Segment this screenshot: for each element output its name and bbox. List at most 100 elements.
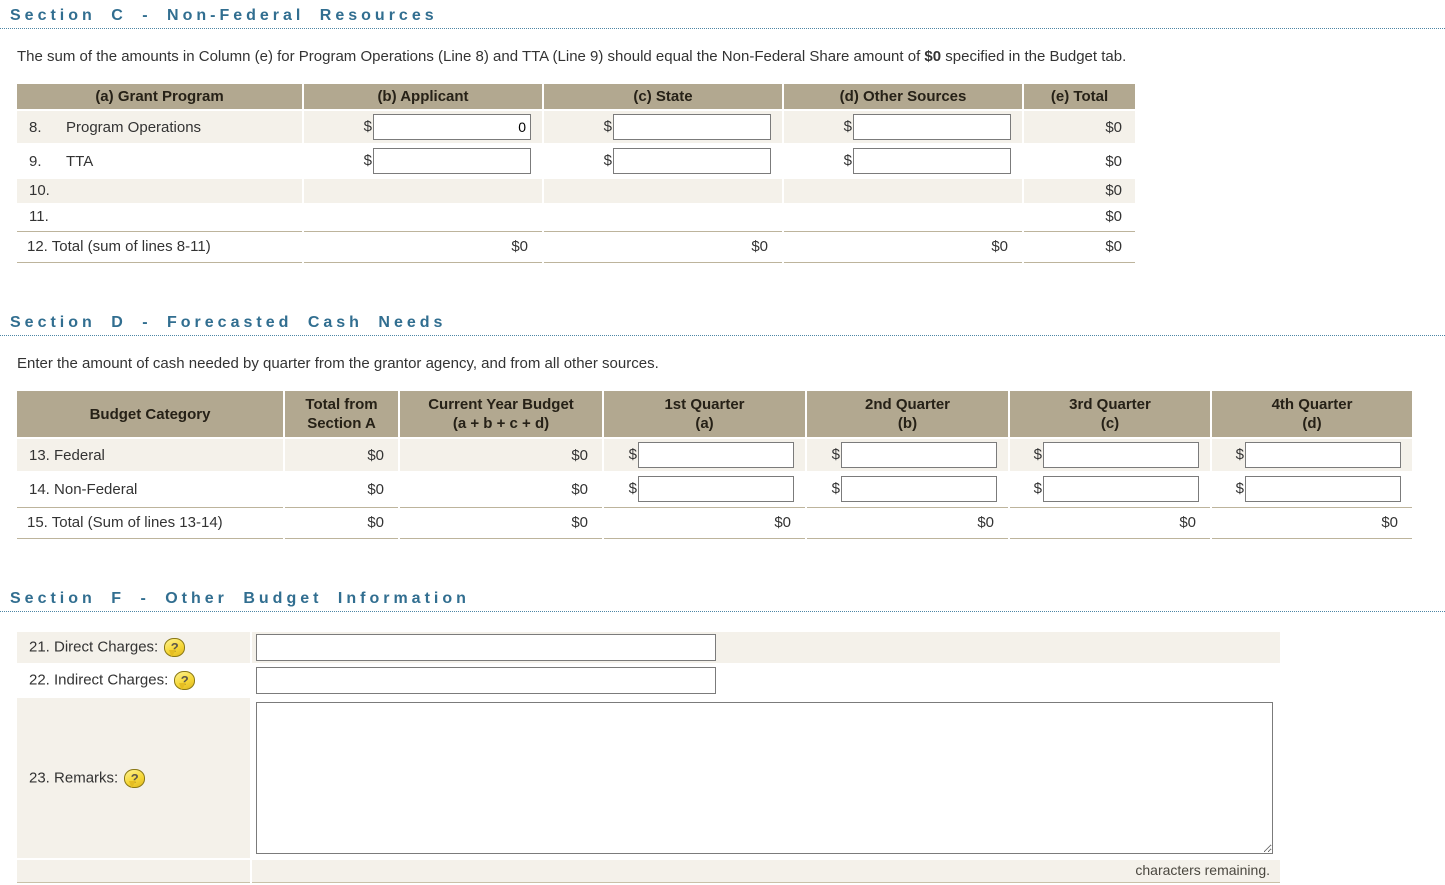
line8-label-cell: 8. Program Operations: [17, 111, 302, 143]
dollar-sign: $: [1235, 445, 1244, 463]
col-header-state: (c) State: [544, 84, 782, 109]
dollar-sign: $: [1033, 445, 1042, 463]
line14-q1-input[interactable]: [638, 476, 794, 502]
section-c: Section C - Non-Federal Resources The su…: [0, 0, 1445, 265]
table-row-line15-total: 15. Total (Sum of lines 13-14) $0 $0 $0 …: [17, 507, 1412, 539]
line13-q2-input[interactable]: [841, 442, 997, 468]
row-number: 10.: [29, 182, 50, 199]
line9-state-input[interactable]: [613, 148, 771, 174]
line8-applicant-cell: $: [304, 111, 542, 143]
table-row-line21: 21. Direct Charges:?: [17, 632, 1280, 663]
section-c-title: Section C - Non-Federal Resources: [0, 0, 1445, 29]
line13-q3-cell: $: [1010, 439, 1210, 471]
col-header-budget-category: Budget Category: [17, 391, 283, 437]
line11-applicant-cell: [304, 205, 542, 229]
line8-other-input[interactable]: [853, 114, 1011, 140]
line13-q4-input[interactable]: [1245, 442, 1401, 468]
dollar-sign: $: [843, 117, 852, 135]
line14-q2-cell: $: [807, 473, 1008, 505]
line8-other-cell: $: [784, 111, 1022, 143]
line15-current-year: $0: [400, 507, 602, 539]
section-d-title: Section D - Forecasted Cash Needs: [0, 307, 1445, 336]
line9-other-cell: $: [784, 145, 1022, 177]
characters-remaining-row: characters remaining.: [17, 860, 1280, 883]
section-d-table: Budget Category Total from Section A Curr…: [15, 389, 1414, 541]
indirect-charges-input[interactable]: [256, 667, 716, 694]
line9-label-cell: 9. TTA: [17, 145, 302, 177]
table-row-line14: 14. Non-Federal $0 $0 $ $ $ $: [17, 473, 1412, 505]
line21-content-cell: [252, 632, 1280, 663]
line13-current-year: $0: [400, 439, 602, 471]
section-d: Section D - Forecasted Cash Needs Enter …: [0, 307, 1445, 541]
line10-applicant-cell: [304, 179, 542, 203]
line13-label: 13. Federal: [17, 439, 283, 471]
line9-total-value: $0: [1024, 145, 1135, 177]
table-row-line22: 22. Indirect Charges:?: [17, 665, 1280, 696]
line22-label-cell: 22. Indirect Charges:?: [17, 665, 250, 696]
col-header-current-year-budget: Current Year Budget (a + b + c + d): [400, 391, 602, 437]
col-header-q4: 4th Quarter (d): [1212, 391, 1412, 437]
line15-q2-total: $0: [807, 507, 1008, 539]
dollar-sign: $: [843, 151, 852, 169]
line14-q3-input[interactable]: [1043, 476, 1199, 502]
line11-state-cell: [544, 205, 782, 229]
line15-q1-total: $0: [604, 507, 805, 539]
row-number: 8.: [29, 118, 42, 136]
section-c-intro-prefix: The sum of the amounts in Column (e) for…: [17, 48, 925, 65]
col-header-q3: 3rd Quarter (c): [1010, 391, 1210, 437]
section-f: Section F - Other Budget Information 21.…: [0, 583, 1445, 885]
remarks-textarea[interactable]: [256, 702, 1273, 854]
col-header-total-from-section-a: Total from Section A: [285, 391, 398, 437]
line14-q4-cell: $: [1212, 473, 1412, 505]
line10-total-value: $0: [1024, 179, 1135, 203]
help-icon[interactable]: ?: [164, 638, 186, 657]
help-icon[interactable]: ?: [174, 671, 196, 690]
dollar-sign: $: [1033, 479, 1042, 497]
dollar-sign: $: [831, 445, 840, 463]
help-icon[interactable]: ?: [124, 768, 146, 788]
line23-content-cell: [252, 698, 1280, 858]
dollar-sign: $: [603, 117, 612, 135]
dollar-sign: $: [628, 445, 637, 463]
line9-applicant-input[interactable]: [373, 148, 531, 174]
col-header-q2: 2nd Quarter (b): [807, 391, 1008, 437]
line12-applicant-total: $0: [304, 231, 542, 263]
table-row-line10: 10. $0: [17, 179, 1135, 203]
line14-q3-cell: $: [1010, 473, 1210, 505]
section-c-table: (a) Grant Program (b) Applicant (c) Stat…: [15, 82, 1137, 265]
section-c-intro-suffix: specified in the Budget tab.: [941, 48, 1127, 65]
row-number: 9.: [29, 152, 42, 170]
line15-label: 15. Total (Sum of lines 13-14): [17, 507, 283, 539]
line11-label-cell: 11.: [17, 205, 302, 229]
line10-other-cell: [784, 179, 1022, 203]
line14-label: 14. Non-Federal: [17, 473, 283, 505]
line15-q3-total: $0: [1010, 507, 1210, 539]
dollar-sign: $: [363, 151, 372, 169]
line14-q2-input[interactable]: [841, 476, 997, 502]
row-label: Program Operations: [66, 118, 202, 136]
line14-q4-input[interactable]: [1245, 476, 1401, 502]
line8-state-cell: $: [544, 111, 782, 143]
line13-q1-cell: $: [604, 439, 805, 471]
line14-q1-cell: $: [604, 473, 805, 505]
line8-applicant-input[interactable]: [373, 114, 531, 140]
line22-content-cell: [252, 665, 1280, 696]
dollar-sign: $: [831, 479, 840, 497]
direct-charges-input[interactable]: [256, 634, 716, 661]
line13-total-section-a: $0: [285, 439, 398, 471]
line12-label: 12. Total (sum of lines 8-11): [17, 231, 302, 263]
section-f-table: 21. Direct Charges:? 22. Indirect Charge…: [15, 630, 1282, 885]
col-header-applicant: (b) Applicant: [304, 84, 542, 109]
line8-state-input[interactable]: [613, 114, 771, 140]
line12-state-total: $0: [544, 231, 782, 263]
line9-state-cell: $: [544, 145, 782, 177]
line13-q1-input[interactable]: [638, 442, 794, 468]
line9-other-input[interactable]: [853, 148, 1011, 174]
line11-total-value: $0: [1024, 205, 1135, 229]
line15-total-section-a: $0: [285, 507, 398, 539]
section-c-intro: The sum of the amounts in Column (e) for…: [17, 48, 1428, 65]
line11-other-cell: [784, 205, 1022, 229]
col-header-total: (e) Total: [1024, 84, 1135, 109]
table-row-line13: 13. Federal $0 $0 $ $ $ $: [17, 439, 1412, 471]
line13-q3-input[interactable]: [1043, 442, 1199, 468]
